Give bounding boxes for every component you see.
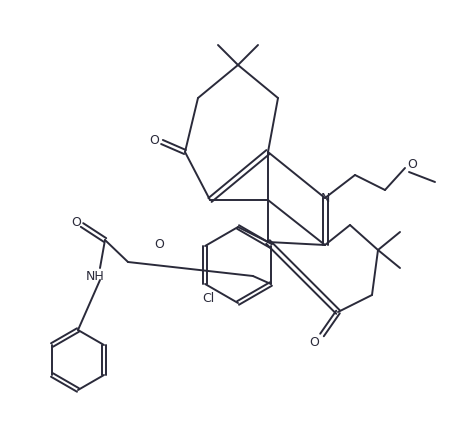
Text: O: O: [149, 133, 159, 146]
Text: O: O: [154, 239, 164, 251]
Text: O: O: [309, 336, 319, 350]
Text: Cl: Cl: [202, 291, 214, 305]
Text: NH: NH: [86, 269, 104, 283]
Text: O: O: [407, 157, 417, 170]
Text: N: N: [320, 191, 330, 205]
Text: O: O: [71, 217, 81, 230]
